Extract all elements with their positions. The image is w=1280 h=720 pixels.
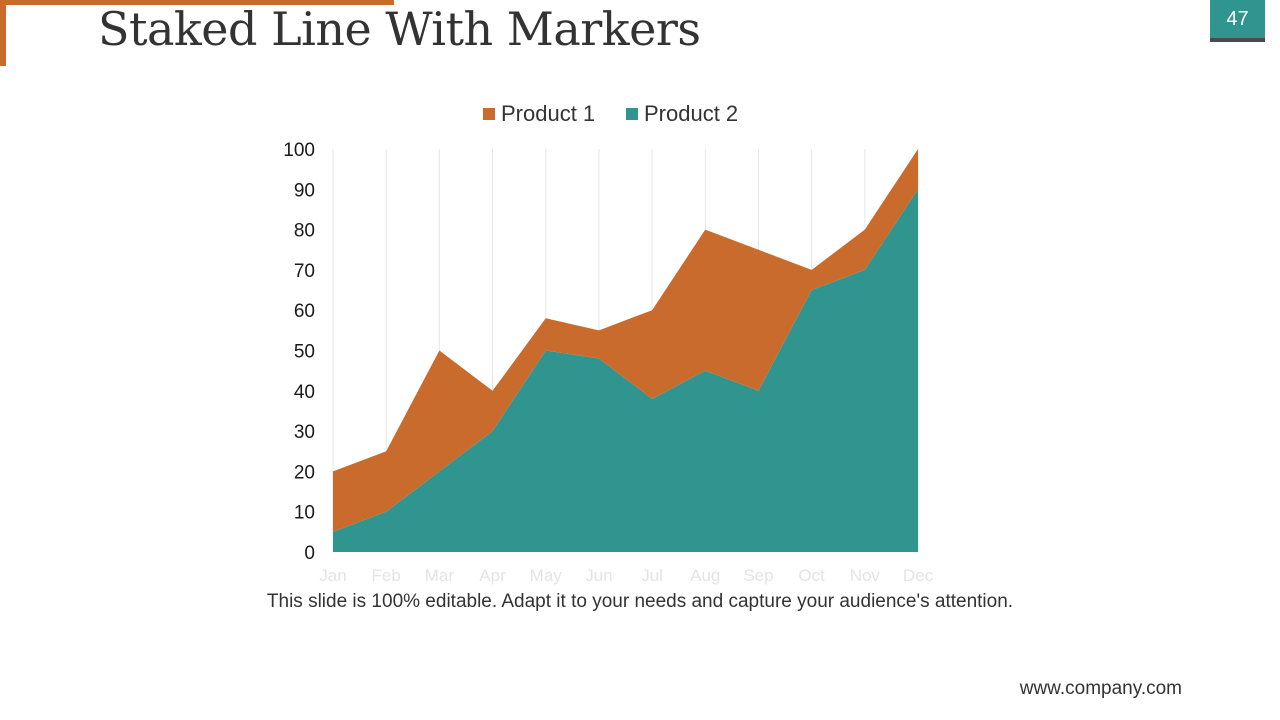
series-area-product-1 [333, 149, 918, 532]
x-tick-label-sep: Sep [743, 566, 773, 585]
x-tick-label-jun: Jun [585, 566, 612, 585]
page-number-underline [1210, 38, 1265, 42]
x-tick-label-mar: Mar [425, 566, 455, 585]
left-accent-bar [0, 0, 6, 66]
series-area-product-2 [333, 189, 918, 553]
x-tick-label-aug: Aug [690, 566, 720, 585]
legend-swatch-product-1 [483, 108, 495, 120]
page-number-badge: 47 [1210, 0, 1265, 38]
y-tick-label-50: 50 [294, 342, 315, 363]
slide-title: Staked Line With Markers [98, 2, 701, 56]
slide-caption: This slide is 100% editable. Adapt it to… [266, 591, 1014, 612]
y-tick-label-30: 30 [294, 422, 315, 443]
legend-swatch-product-2 [626, 108, 638, 120]
y-tick-label-20: 20 [294, 462, 315, 483]
x-tick-label-jul: Jul [641, 566, 663, 585]
x-tick-label-oct: Oct [798, 566, 825, 585]
y-tick-label-70: 70 [294, 261, 315, 282]
x-tick-label-dec: Dec [903, 566, 934, 585]
legend-label-product-2: Product 2 [644, 101, 738, 126]
y-tick-label-100: 100 [283, 140, 315, 161]
x-tick-label-apr: Apr [479, 566, 506, 585]
y-tick-label-10: 10 [294, 503, 315, 524]
x-tick-label-nov: Nov [850, 566, 881, 585]
footer-url: www.company.com [1019, 678, 1182, 699]
x-tick-label-jan: Jan [319, 566, 346, 585]
y-tick-label-40: 40 [294, 382, 315, 403]
x-tick-label-may: May [530, 566, 563, 585]
y-tick-label-80: 80 [294, 221, 315, 242]
legend-label-product-1: Product 1 [501, 101, 595, 126]
x-tick-label-feb: Feb [372, 566, 401, 585]
y-tick-label-0: 0 [304, 543, 315, 564]
y-tick-label-90: 90 [294, 180, 315, 201]
y-tick-label-60: 60 [294, 301, 315, 322]
top-accent-bar [0, 0, 394, 5]
